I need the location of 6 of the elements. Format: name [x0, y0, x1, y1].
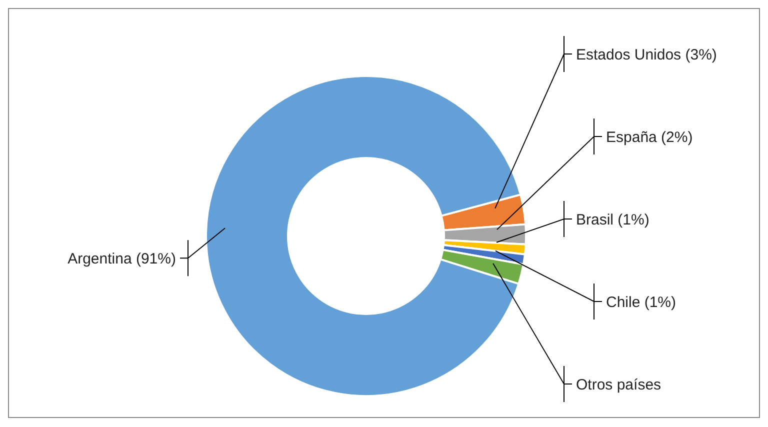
slice-label: Argentina (91%): [68, 250, 176, 268]
slice-label: Brasil (1%): [576, 211, 650, 228]
slice-label: Otros países: [576, 376, 662, 394]
slice-label: Estados Unidos (3%): [576, 46, 717, 64]
slice-label: España (2%): [606, 128, 693, 146]
slice-label: Chile (1%): [606, 294, 676, 311]
